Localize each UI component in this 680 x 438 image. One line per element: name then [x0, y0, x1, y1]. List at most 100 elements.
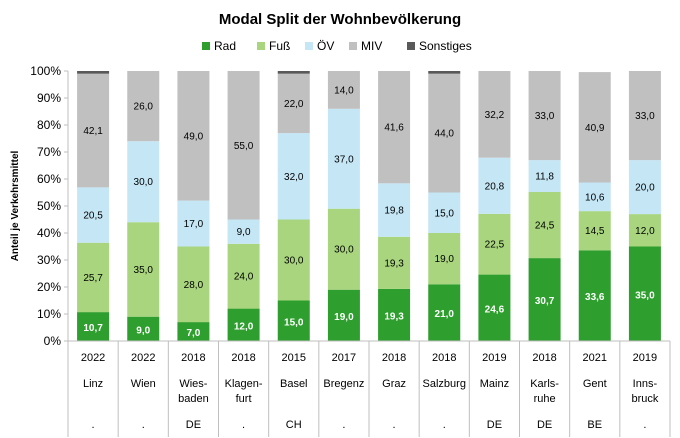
x-country-label: . [242, 419, 245, 431]
legend-item-rad: Rad [202, 39, 236, 53]
bar-segment-fuss [428, 233, 461, 285]
bar-segment-rad [528, 258, 561, 341]
bar-segment-oev [127, 141, 160, 223]
y-tick-label: 80% [37, 118, 61, 132]
bar-segment-miv [227, 71, 260, 220]
x-city-label: Klagen- [225, 378, 263, 390]
bar-segment-fuss [127, 222, 160, 317]
data-label-miv: 42,1 [83, 126, 103, 137]
x-axis-table: 2022 Linz. 2022 Wien. 2018 Wies-baden DE 2018 Kl… [67, 340, 671, 437]
data-label-oev: 11,8 [535, 172, 554, 183]
data-label-fuss: 14,5 [585, 226, 605, 237]
legend-swatch [407, 42, 415, 50]
bar-segment-rad [628, 246, 661, 341]
data-label-oev: 20,8 [485, 181, 505, 192]
data-label-miv: 49,0 [184, 131, 204, 142]
legend-label: Fuß [269, 39, 290, 53]
bar-stack-graz: 19,3 19,3 19,8 41,6 [378, 71, 411, 341]
x-city-label: Basel [280, 378, 308, 390]
x-year-label: 2015 [282, 352, 306, 364]
bar-segment-oev [378, 183, 411, 237]
bar-stack-karls-ruhe: 30,7 24,5 11,8 33,0 [528, 71, 561, 341]
data-label-miv: 26,0 [134, 102, 154, 113]
bar-segment-oev [327, 108, 360, 209]
data-label-oev: 37,0 [334, 154, 354, 165]
x-year-label: 2021 [583, 352, 607, 364]
data-label-rad: 35,0 [635, 290, 655, 301]
legend-item-oev: ÖV [305, 39, 334, 53]
bar-segment-rad [127, 316, 160, 341]
x-city-label: Wien [131, 378, 156, 390]
bar-stack-wien: 9,0 35,0 30,0 26,0 [127, 71, 160, 341]
x-year-label: 2019 [482, 352, 506, 364]
bar-segment-miv [628, 71, 661, 161]
y-tick-label: 60% [37, 172, 61, 186]
x-year-label: 2018 [181, 352, 205, 364]
bar-segment-oev [277, 133, 310, 220]
bar-segment-rad [77, 312, 110, 341]
bar-segment-rad [277, 300, 310, 341]
x-year-label: 2019 [633, 352, 657, 364]
data-label-rad: 21,0 [435, 309, 455, 320]
bar-segment-rad [227, 308, 260, 341]
x-year-label: 2022 [131, 352, 155, 364]
data-label-rad: 33,6 [585, 292, 605, 303]
data-label-fuss: 30,0 [334, 245, 354, 256]
data-label-fuss: 35,0 [134, 265, 154, 276]
data-label-miv: 41,6 [384, 123, 404, 134]
bar-segment-oev [428, 192, 461, 233]
data-label-rad: 12,0 [234, 321, 254, 332]
bar-segment-fuss [277, 219, 310, 301]
data-label-fuss: 24,5 [535, 221, 555, 232]
bar-segment-fuss [227, 243, 260, 309]
bar-segment-miv [578, 72, 611, 183]
x-country-label: CH [286, 419, 302, 431]
bar-segment-miv [478, 71, 511, 158]
data-label-fuss: 12,0 [635, 226, 655, 237]
data-label-oev: 20,0 [635, 183, 655, 194]
legend-item-fuss: Fuß [257, 39, 290, 53]
bar-segment-sonstiges [77, 71, 110, 74]
data-label-rad: 7,0 [186, 328, 200, 339]
data-label-miv: 55,0 [234, 141, 254, 152]
bar-segment-miv [77, 73, 110, 188]
chart-title: Modal Split der Wohnbevölkerung [219, 11, 461, 28]
y-tick-label: 0% [44, 334, 62, 348]
x-country-label: BE [587, 419, 602, 431]
x-city-label: ruhe [534, 393, 556, 405]
bar-segment-oev [578, 182, 611, 212]
bar-segment-fuss [378, 236, 411, 289]
bar-segment-oev [177, 200, 210, 247]
bar-segment-fuss [77, 242, 110, 313]
bar-segment-oev [227, 219, 260, 244]
x-city-label: Linz [83, 378, 103, 390]
bar-stack-bregenz: 19,0 30,0 37,0 14,0 [327, 71, 360, 341]
legend-swatch [257, 42, 265, 50]
y-axis-label: Anteil je Verkehrsmittel [10, 150, 21, 261]
y-tick-label: 30% [37, 253, 61, 267]
x-country-label: . [92, 419, 95, 431]
bar-segment-rad [177, 322, 210, 341]
bar-segment-miv [127, 71, 160, 142]
bar-segment-fuss [528, 191, 561, 259]
x-year-label: 2018 [532, 352, 556, 364]
bar-stack-basel: 15,0 30,0 32,0 22,0 [277, 71, 310, 341]
bar-segment-sonstiges [428, 71, 461, 74]
bar-segment-miv [528, 71, 561, 161]
data-label-miv: 22,0 [284, 99, 304, 110]
bar-stack-wies-baden: 7,0 28,0 17,0 49,0 [177, 71, 210, 341]
data-label-oev: 20,5 [83, 211, 103, 222]
bar-segment-oev [628, 160, 661, 215]
x-city-label: baden [178, 393, 209, 405]
bar-stack-inns-bruck: 35,0 12,0 20,0 33,0 [628, 71, 661, 341]
bar-segment-miv [277, 73, 310, 134]
x-city-label: Mainz [480, 378, 509, 390]
x-city-label: Bregenz [323, 378, 364, 390]
data-label-miv: 14,0 [334, 85, 354, 96]
bar-segment-miv [378, 71, 411, 184]
data-label-fuss: 25,7 [83, 273, 103, 284]
chart-legend: Rad Fuß ÖV MIV Sonstiges [202, 39, 472, 53]
x-country-label: . [643, 419, 646, 431]
y-tick-label: 10% [37, 307, 61, 321]
